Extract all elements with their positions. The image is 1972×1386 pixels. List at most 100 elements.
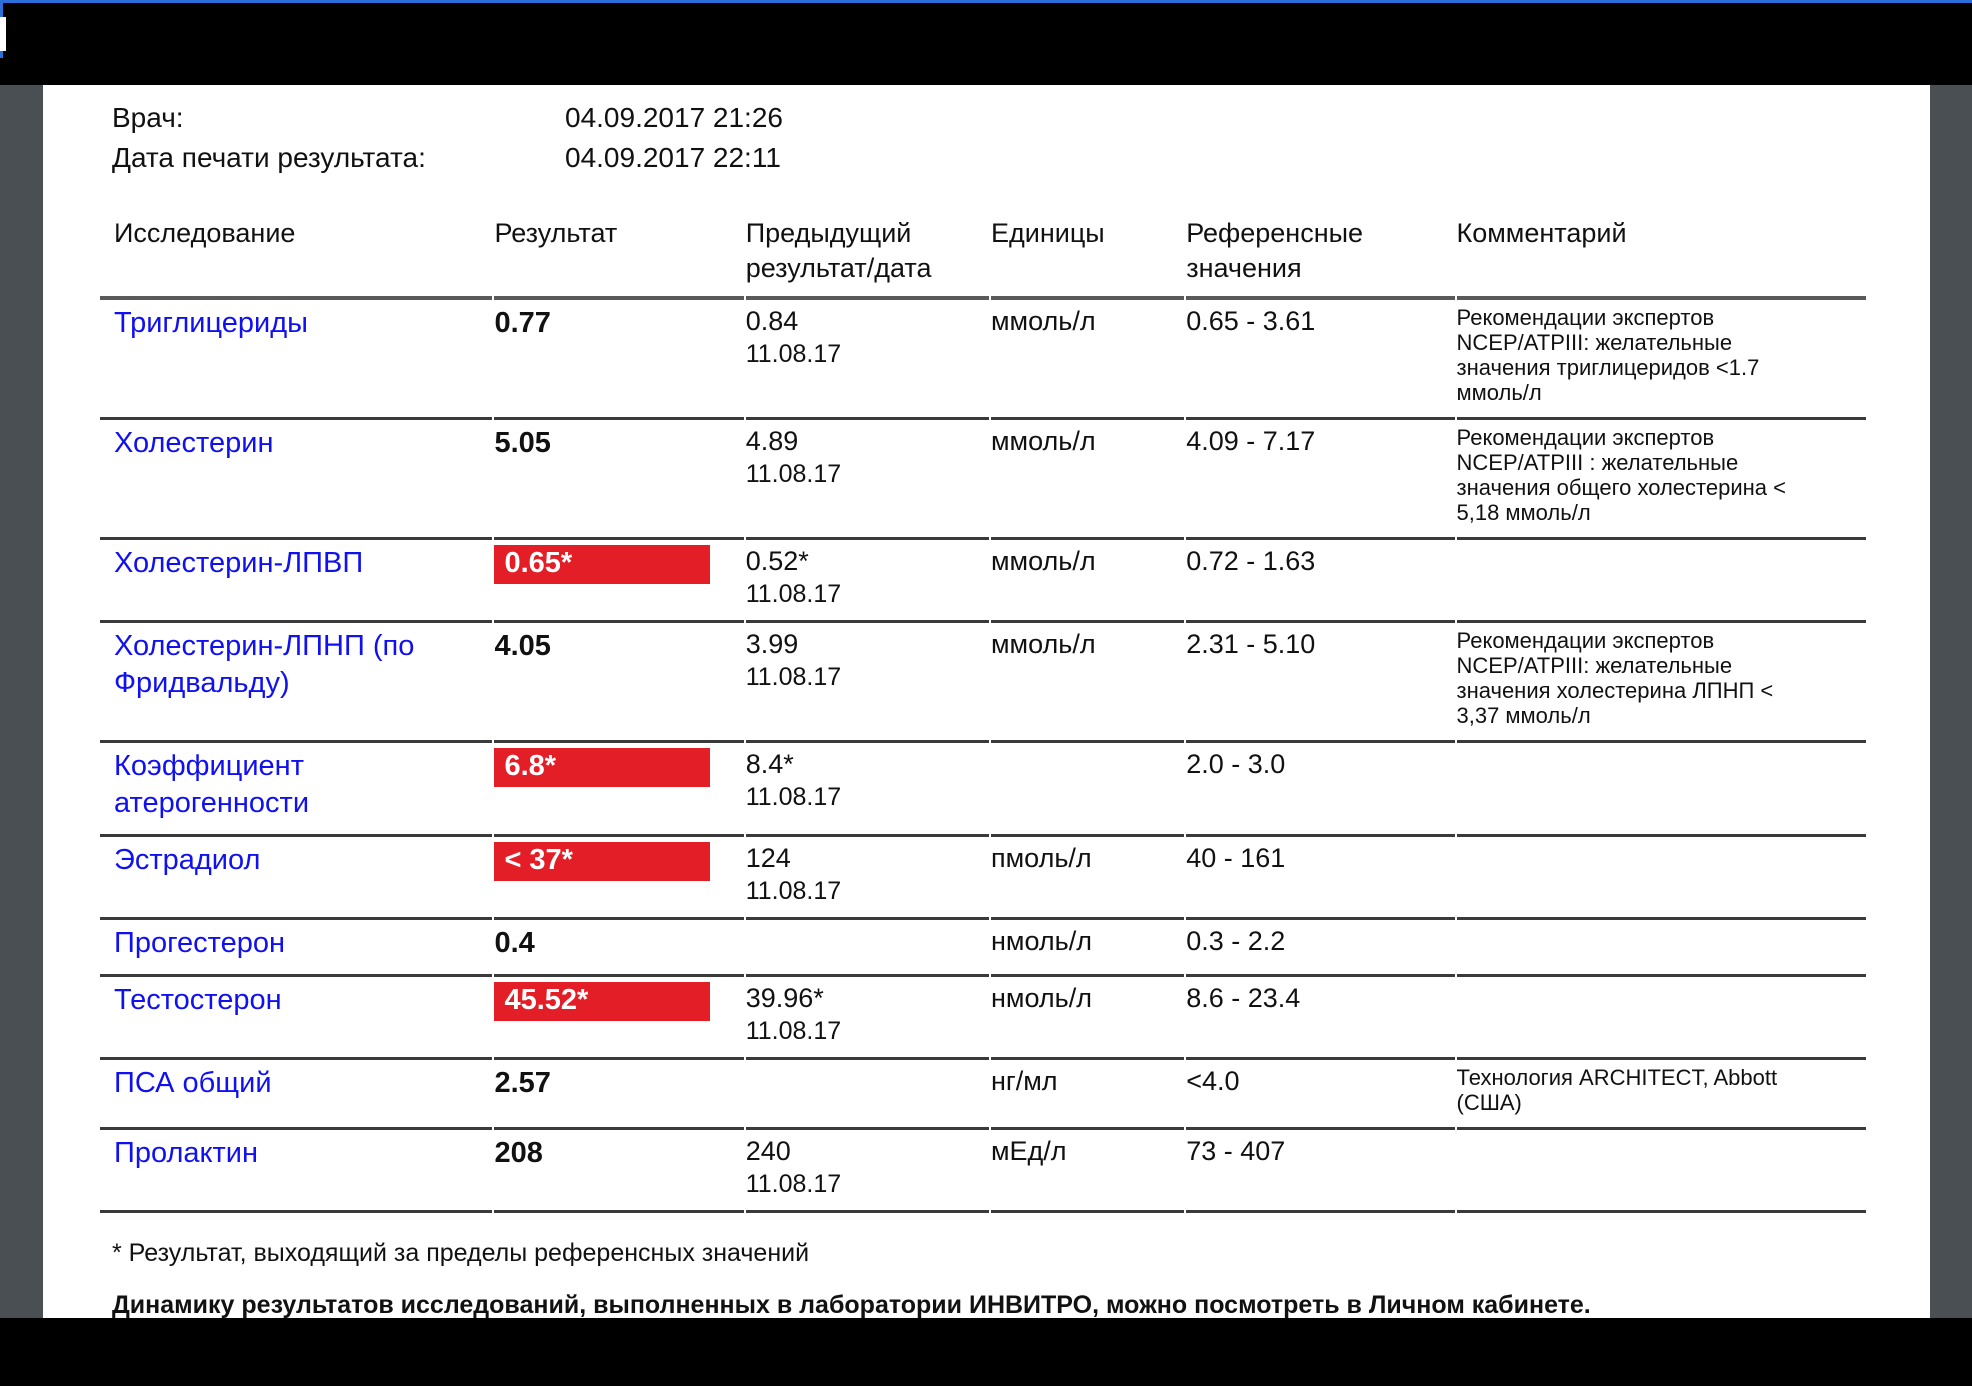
doctor-label: Врач: bbox=[112, 102, 184, 133]
result-value: 0.4 bbox=[494, 927, 535, 959]
result-value: 208 bbox=[494, 1137, 543, 1169]
test-name-link[interactable]: Триглицериды bbox=[114, 307, 308, 339]
comment-text bbox=[1456, 540, 1866, 623]
col-header-previous: Предыдущий результат/дата bbox=[745, 216, 989, 300]
test-name-link[interactable]: Прогестерон bbox=[114, 927, 286, 959]
table-row: Холестерин-ЛПВП 0.65* 0.52* 11.08.17 ммо… bbox=[100, 540, 1866, 623]
previous-result-value: 8.4* bbox=[745, 749, 794, 779]
previous-result-date: 11.08.17 bbox=[745, 877, 842, 905]
comment-text bbox=[1456, 977, 1866, 1060]
comment-text bbox=[1456, 743, 1866, 837]
reference-range-value: 0.3 - 2.2 bbox=[1186, 920, 1455, 977]
previous-result-date: 11.08.17 bbox=[745, 580, 842, 608]
top-frame-band bbox=[0, 0, 1972, 85]
test-name-link[interactable]: Коэффициент атерогенности bbox=[114, 750, 310, 819]
reference-range-value: 0.65 - 3.61 bbox=[1186, 300, 1455, 420]
table-row: Холестерин-ЛПНП (по Фридвальду) 4.05 3.9… bbox=[100, 623, 1866, 743]
comment-text bbox=[1456, 837, 1866, 920]
table-row: Тестостерон 45.52* 39.96* 11.08.17 нмоль… bbox=[100, 977, 1866, 1060]
units-value: нмоль/л bbox=[990, 920, 1185, 977]
table-row: Пролактин 208 240 11.08.17 мЕд/л 73 - 40… bbox=[100, 1130, 1866, 1213]
units-value: мЕд/л bbox=[990, 1130, 1185, 1213]
units-value: ммоль/л bbox=[990, 623, 1185, 743]
units-value: пмоль/л bbox=[990, 837, 1185, 920]
doctor-row: Врач: 04.09.2017 21:26 bbox=[112, 98, 1868, 138]
table-row: Прогестерон 0.4 нмоль/л 0.3 - 2.2 bbox=[100, 920, 1866, 977]
previous-result-value: 240 bbox=[745, 1136, 791, 1166]
units-value: ммоль/л bbox=[990, 420, 1185, 540]
reference-range-value: <4.0 bbox=[1186, 1060, 1455, 1130]
reference-range-value: 73 - 407 bbox=[1186, 1130, 1455, 1213]
result-value: 4.05 bbox=[494, 630, 551, 662]
previous-result-value: 0.84 bbox=[745, 306, 799, 336]
col-header-comment: Комментарий bbox=[1456, 216, 1866, 300]
previous-result-date: 11.08.17 bbox=[745, 460, 842, 488]
col-header-reference: Референсные значения bbox=[1186, 216, 1455, 300]
result-value: 6.8* bbox=[494, 748, 711, 787]
table-header-row: Исследование Результат Предыдущий резуль… bbox=[100, 216, 1866, 300]
previous-result-value: 124 bbox=[745, 843, 791, 873]
test-name-link[interactable]: Холестерин bbox=[114, 427, 274, 459]
result-value: 0.65* bbox=[494, 545, 711, 584]
window-top-border bbox=[0, 0, 1972, 3]
previous-result-date: 11.08.17 bbox=[745, 1170, 842, 1198]
edge-artifact bbox=[0, 17, 6, 51]
col-header-test: Исследование bbox=[100, 216, 493, 300]
reference-range-value: 8.6 - 23.4 bbox=[1186, 977, 1455, 1060]
units-value: ммоль/л bbox=[990, 300, 1185, 420]
table-row: Коэффициент атерогенности 6.8* 8.4* 11.0… bbox=[100, 743, 1866, 837]
test-name-link[interactable]: Эстрадиол bbox=[114, 844, 261, 876]
table-row: Эстрадиол < 37* 124 11.08.17 пмоль/л 40 … bbox=[100, 837, 1866, 920]
right-margin-strip bbox=[1930, 85, 1972, 1318]
reference-range-value: 2.0 - 3.0 bbox=[1186, 743, 1455, 837]
col-header-result: Результат bbox=[494, 216, 744, 300]
table-row: ПСА общий 2.57 нг/мл <4.0 Технология ARC… bbox=[100, 1060, 1866, 1130]
table-row: Холестерин 5.05 4.89 11.08.17 ммоль/л 4.… bbox=[100, 420, 1866, 540]
units-value: нг/мл bbox=[990, 1060, 1185, 1130]
results-table: Исследование Результат Предыдущий резуль… bbox=[98, 216, 1868, 1213]
dynamics-note: Динамику результатов исследований, выпол… bbox=[112, 1291, 1591, 1318]
comment-text bbox=[1456, 920, 1866, 977]
previous-result-date: 11.08.17 bbox=[745, 340, 842, 368]
result-value: 45.52* bbox=[494, 982, 711, 1021]
reference-range-value: 0.72 - 1.63 bbox=[1186, 540, 1455, 623]
col-header-units: Единицы bbox=[990, 216, 1185, 300]
comment-text bbox=[1456, 1130, 1866, 1213]
reference-range-value: 2.31 - 5.10 bbox=[1186, 623, 1455, 743]
table-row: Триглицериды 0.77 0.84 11.08.17 ммоль/л … bbox=[100, 300, 1866, 420]
print-date-label: Дата печати результата: bbox=[112, 142, 426, 173]
test-name-link[interactable]: Тестостерон bbox=[114, 984, 282, 1016]
test-name-link[interactable]: ПСА общий bbox=[114, 1067, 272, 1099]
units-value: ммоль/л bbox=[990, 540, 1185, 623]
result-value: 2.57 bbox=[494, 1067, 551, 1099]
result-value: < 37* bbox=[494, 842, 711, 881]
previous-result-value: 0.52* bbox=[745, 546, 809, 576]
results-table-body: Триглицериды 0.77 0.84 11.08.17 ммоль/л … bbox=[100, 300, 1866, 1213]
previous-result-value: 39.96* bbox=[745, 983, 824, 1013]
reference-range-value: 4.09 - 7.17 bbox=[1186, 420, 1455, 540]
left-margin-strip bbox=[0, 85, 43, 1318]
previous-result-value: 3.99 bbox=[745, 629, 799, 659]
comment-text: Рекомендации экспертов NCEP/ATPIII: жела… bbox=[1456, 300, 1866, 420]
units-value bbox=[990, 743, 1185, 837]
previous-result-date: 11.08.17 bbox=[745, 663, 842, 691]
previous-result-date: 11.08.17 bbox=[745, 783, 842, 811]
lab-results-document: Врач: 04.09.2017 21:26 Дата печати резул… bbox=[43, 85, 1930, 1318]
out-of-range-footnote: * Результат, выходящий за пределы рефере… bbox=[112, 1239, 810, 1267]
comment-text: Рекомендации экспертов NCEP/ATPIII : жел… bbox=[1456, 420, 1866, 540]
bottom-frame-band bbox=[0, 1318, 1972, 1386]
result-value: 0.77 bbox=[494, 307, 551, 339]
test-name-link[interactable]: Холестерин-ЛПНП (по Фридвальду) bbox=[114, 630, 415, 699]
result-value: 5.05 bbox=[494, 427, 551, 459]
test-name-link[interactable]: Пролактин bbox=[114, 1137, 259, 1169]
previous-result-date: 11.08.17 bbox=[745, 1017, 842, 1045]
comment-text: Технология ARCHITECT, Abbott (США) bbox=[1456, 1060, 1866, 1130]
previous-result-value: 4.89 bbox=[745, 426, 799, 456]
print-datetime: 04.09.2017 22:11 bbox=[565, 142, 781, 173]
units-value: нмоль/л bbox=[990, 977, 1185, 1060]
comment-text: Рекомендации экспертов NCEP/ATPIII: жела… bbox=[1456, 623, 1866, 743]
print-date-row: Дата печати результата: 04.09.2017 22:11 bbox=[112, 138, 1868, 178]
test-name-link[interactable]: Холестерин-ЛПВП bbox=[114, 547, 364, 579]
reference-range-value: 40 - 161 bbox=[1186, 837, 1455, 920]
doctor-datetime: 04.09.2017 21:26 bbox=[565, 102, 783, 133]
